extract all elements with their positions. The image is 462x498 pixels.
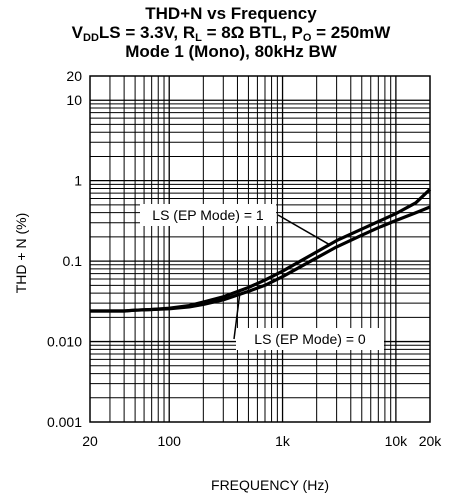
annotations: LS (EP Mode) = 1 LS (EP Mode) = 0	[140, 204, 384, 350]
title-part: V	[71, 23, 83, 42]
y-tick-label: 10	[66, 92, 82, 108]
annotation-label: LS (EP Mode) = 0	[254, 331, 366, 347]
x-tick-label: 100	[158, 433, 182, 449]
annotation-leader-line	[233, 293, 241, 340]
tick-labels: 20 100 1k 10k 20k 0.001 0.010 0.1 1 10 20	[47, 68, 442, 449]
grid-lines	[90, 76, 430, 422]
annotation-leader-line	[277, 214, 330, 246]
x-tick-label: 20k	[419, 433, 443, 449]
y-tick-label: 0.010	[47, 334, 82, 350]
title-subscript: O	[302, 32, 312, 44]
title-subscript: L	[195, 32, 202, 44]
annotation-bg	[236, 328, 384, 350]
title-subscript: DD	[83, 32, 99, 44]
plot-frame	[89, 75, 431, 423]
y-tick-label: 0.1	[63, 253, 83, 269]
title-part: = 250mW	[311, 23, 391, 42]
y-tick-label: 20	[66, 68, 82, 84]
series-line-2	[90, 205, 431, 313]
y-tick-label: 1	[74, 173, 82, 189]
y-axis-label: THD + N (%)	[13, 213, 29, 294]
chart-subtitle-mode: Mode 1 (Mono), 80kHz BW	[125, 42, 337, 61]
annotation-label: LS (EP Mode) = 1	[152, 207, 264, 223]
x-axis-label: FREQUENCY (Hz)	[211, 477, 329, 493]
chart-subtitle-conditions: VDDLS = 3.3V, RL = 8Ω BTL, PO = 250mW	[0, 23, 462, 44]
title-part: = 8Ω BTL, P	[201, 23, 303, 42]
y-tick-label: 0.001	[47, 414, 82, 430]
x-tick-label: 10k	[385, 433, 409, 449]
title-part: LS = 3.3V, R	[98, 23, 196, 42]
chart-title: THD+N vs Frequency	[145, 4, 317, 23]
series-layer	[90, 188, 432, 313]
chart-title-block: THD+N vs Frequency VDDLS = 3.3V, RL = 8Ω…	[0, 4, 462, 61]
annotation-bg	[140, 204, 276, 226]
x-tick-label: 1k	[275, 433, 291, 449]
x-tick-label: 20	[82, 433, 98, 449]
